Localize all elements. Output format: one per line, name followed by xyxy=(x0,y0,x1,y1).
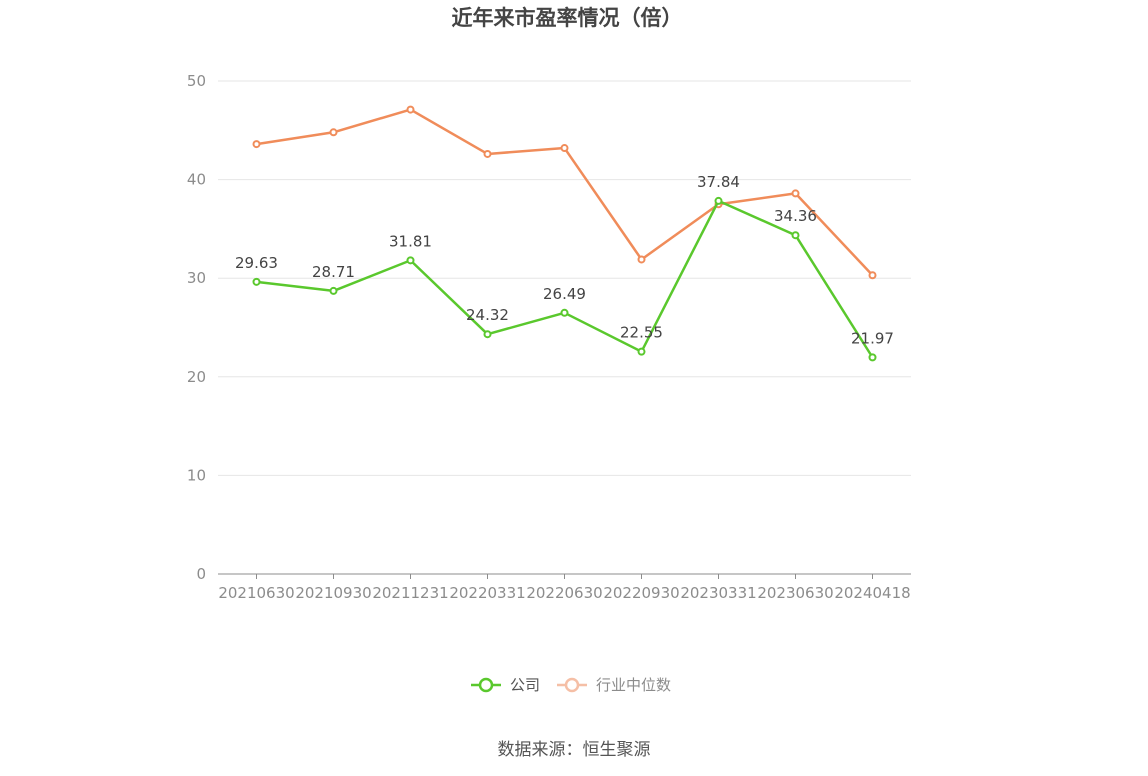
company-point[interactable] xyxy=(329,286,338,295)
legend-item-company[interactable]: 公司 xyxy=(471,676,540,694)
x-tick-label: 20210930 xyxy=(295,584,371,602)
data-label: 31.81 xyxy=(389,232,432,250)
x-tick-label: 20230630 xyxy=(757,584,833,602)
x-tick-label: 20240418 xyxy=(834,584,910,602)
data-label: 29.63 xyxy=(235,254,278,272)
industry-median-point[interactable] xyxy=(868,271,877,280)
data-label: 22.55 xyxy=(620,324,663,342)
industry-median-point[interactable] xyxy=(252,140,261,149)
y-tick-label: 0 xyxy=(196,565,206,583)
data-label: 37.84 xyxy=(697,173,740,191)
industry-median-point[interactable] xyxy=(560,144,569,153)
grid xyxy=(218,80,911,476)
industry-median-point[interactable] xyxy=(406,105,415,114)
series-layer xyxy=(252,105,877,362)
company-point[interactable] xyxy=(483,330,492,339)
y-tick-label: 10 xyxy=(187,466,206,484)
industry-median-line xyxy=(256,108,874,277)
x-tick-label: 20220630 xyxy=(526,584,602,602)
legend-marker-icon xyxy=(564,677,580,693)
company-point[interactable] xyxy=(714,196,723,205)
company-point[interactable] xyxy=(791,231,800,240)
data-label: 21.97 xyxy=(851,329,894,347)
company-point[interactable] xyxy=(637,347,646,356)
y-tick-label: 30 xyxy=(187,269,206,287)
x-tick-label: 20210630 xyxy=(218,584,294,602)
legend-label: 公司 xyxy=(510,676,540,694)
x-tick-label: 20230331 xyxy=(680,584,756,602)
industry-median-point[interactable] xyxy=(483,149,492,158)
data-label: 28.71 xyxy=(312,263,355,281)
legend-item-industry-median[interactable]: 行业中位数 xyxy=(557,676,671,694)
industry-median-point[interactable] xyxy=(637,255,646,264)
legend-label: 行业中位数 xyxy=(596,676,671,694)
industry-median-point[interactable] xyxy=(329,128,338,137)
industry-median-point[interactable] xyxy=(791,189,800,198)
company-point[interactable] xyxy=(560,308,569,317)
data-label: 26.49 xyxy=(543,285,586,303)
legend[interactable]: 公司 行业中位数 xyxy=(471,676,671,694)
x-tick-label: 20211231 xyxy=(372,584,448,602)
y-tick-label: 40 xyxy=(187,171,206,189)
data-labels: 29.63 28.71 31.81 24.32 26.49 22.55 37.84 34.36… xyxy=(235,173,894,347)
company-point[interactable] xyxy=(406,256,415,265)
data-label: 24.32 xyxy=(466,306,509,324)
legend-marker-icon xyxy=(478,677,494,693)
data-label: 34.36 xyxy=(774,207,817,225)
y-tick-label: 20 xyxy=(187,368,206,386)
chart-title: 近年来市盈率情况（倍） xyxy=(452,6,683,30)
x-tick-label: 20220930 xyxy=(603,584,679,602)
x-tick-label: 20220331 xyxy=(449,584,525,602)
company-point[interactable] xyxy=(868,353,877,362)
company-point[interactable] xyxy=(252,277,261,286)
y-tick-label: 50 xyxy=(187,72,206,90)
source-note: 数据来源：恒生聚源 xyxy=(498,740,651,760)
